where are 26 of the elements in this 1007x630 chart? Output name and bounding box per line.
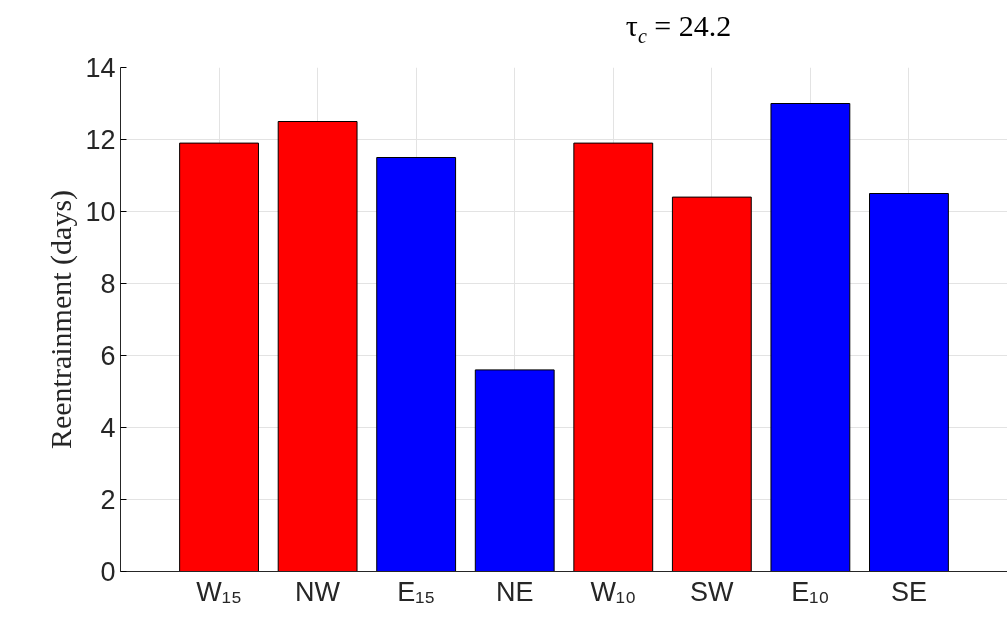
bar [770,103,851,572]
bar [277,121,358,572]
x-tick-label: SE [890,576,927,607]
bar [869,193,949,572]
y-tick-label: 14 [85,53,116,83]
y-tick-label: 4 [100,413,116,443]
x-tick-label: W₁₀ [590,576,637,607]
x-tick-label: E₁₅ [397,576,436,607]
x-tick-label: NW [295,576,341,607]
chart-title: τ$_{c}$ = 24.2 [624,8,733,49]
x-tick-label: E₁₀ [791,576,830,607]
y-tick-label: 0 [100,557,116,587]
y-tick-label: 2 [100,485,116,515]
y-axis-title: Reentrainment (days) [44,189,79,450]
x-tick-label: W₁₅ [196,576,242,607]
x-tick-label: NE [495,576,534,607]
y-tick-label: 6 [100,341,116,371]
bar [671,196,752,572]
y-tick-label: 8 [100,269,116,299]
y-tick-label: 10 [85,197,116,227]
bar [179,142,259,572]
y-tick-label: 12 [85,125,116,155]
bar [376,157,457,572]
x-tick-label: SW [690,576,735,607]
bar [573,142,654,572]
bar [474,369,555,572]
